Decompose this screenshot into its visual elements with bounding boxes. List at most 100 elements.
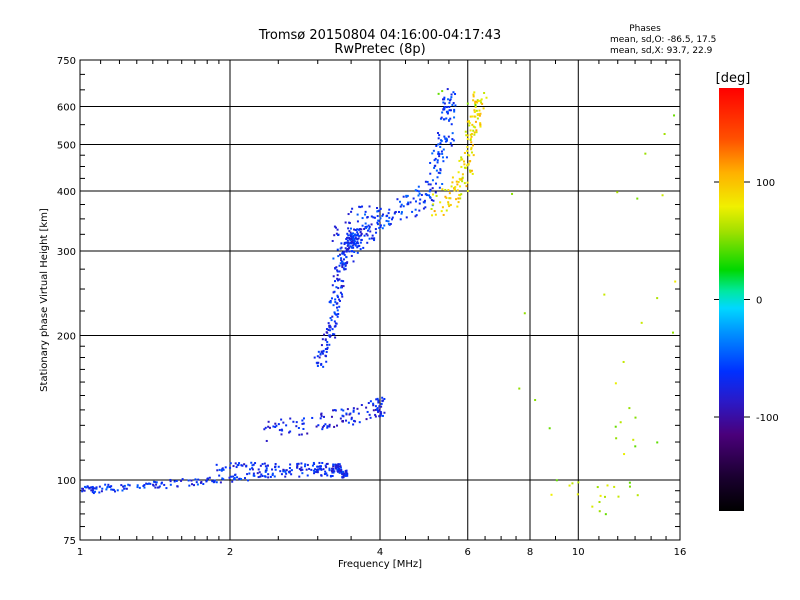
echo-point xyxy=(316,465,319,468)
echo-point xyxy=(457,201,460,204)
echo-point xyxy=(352,260,355,263)
echo-point xyxy=(333,425,336,428)
echo-point xyxy=(363,234,366,237)
echo-point xyxy=(437,171,440,174)
echo-point xyxy=(336,466,339,469)
echo-point xyxy=(471,172,474,175)
echo-point xyxy=(369,416,372,419)
echo-point xyxy=(81,490,84,493)
echo-point xyxy=(154,481,157,484)
echo-point xyxy=(337,255,340,258)
echo-point xyxy=(346,232,349,235)
echo-point xyxy=(338,298,341,301)
echo-point xyxy=(434,164,437,167)
echo-point xyxy=(439,201,442,204)
x-axis-label: Frequency [MHz] xyxy=(338,559,422,570)
echo-point xyxy=(555,479,558,482)
echo-point xyxy=(440,150,443,153)
echo-point xyxy=(187,479,190,482)
echo-point xyxy=(356,407,359,410)
echo-point xyxy=(468,120,471,123)
echo-point xyxy=(349,227,352,230)
echo-point xyxy=(106,486,109,489)
echo-point xyxy=(430,207,433,210)
echo-point xyxy=(356,238,359,241)
echo-point xyxy=(320,362,323,365)
echo-point xyxy=(381,396,384,399)
echo-point xyxy=(321,338,324,341)
echo-point xyxy=(100,490,103,493)
echo-point xyxy=(267,476,270,479)
echo-point xyxy=(243,463,246,466)
echo-point xyxy=(116,489,119,492)
echo-point xyxy=(317,465,320,468)
echo-point xyxy=(470,148,473,151)
y-tick-label: 75 xyxy=(63,536,76,547)
echo-point xyxy=(107,483,110,486)
echo-point xyxy=(336,309,339,312)
echo-point xyxy=(173,480,176,483)
echo-point xyxy=(435,169,438,172)
echo-point xyxy=(338,299,341,302)
echo-point xyxy=(152,483,155,486)
echo-point xyxy=(321,461,324,464)
echo-point xyxy=(325,360,328,363)
echo-point xyxy=(663,133,666,136)
echo-point xyxy=(379,411,382,414)
echo-point xyxy=(389,222,392,225)
echo-point xyxy=(342,267,345,270)
echo-point xyxy=(340,471,343,474)
echo-point xyxy=(325,331,328,334)
x-tick-label: 10 xyxy=(572,547,585,558)
echo-point xyxy=(354,237,357,240)
echo-point xyxy=(365,227,368,230)
echo-point xyxy=(301,472,304,475)
echo-point xyxy=(456,205,459,208)
echo-point xyxy=(313,472,316,475)
echo-point xyxy=(466,102,469,105)
echo-point xyxy=(477,100,480,103)
echo-point xyxy=(418,202,421,205)
echo-point xyxy=(438,186,441,189)
echo-point xyxy=(320,474,323,477)
echo-point xyxy=(241,464,244,467)
echo-point xyxy=(304,463,307,466)
echo-point xyxy=(473,131,476,134)
echo-point xyxy=(364,222,367,225)
echo-point xyxy=(341,476,344,479)
y-tick-label: 100 xyxy=(57,476,76,487)
echo-point xyxy=(466,120,469,123)
echo-point xyxy=(349,245,352,248)
echo-point xyxy=(315,471,318,474)
echo-point xyxy=(202,483,205,486)
y-tick-label: 600 xyxy=(57,103,76,114)
echo-point xyxy=(452,102,455,105)
echo-point xyxy=(91,489,94,492)
echo-point xyxy=(437,151,440,154)
echo-point xyxy=(336,424,339,427)
echo-point xyxy=(288,471,291,474)
echo-point xyxy=(110,488,113,491)
echo-point xyxy=(213,479,216,482)
echo-point xyxy=(480,98,483,101)
echo-point xyxy=(341,420,344,423)
echo-point xyxy=(405,194,408,197)
echo-point xyxy=(468,160,471,163)
echo-point xyxy=(376,210,379,213)
echo-point xyxy=(636,494,639,497)
echo-point xyxy=(338,463,341,466)
echo-point xyxy=(208,476,211,479)
echo-point xyxy=(470,141,473,144)
echo-point xyxy=(332,465,335,468)
echo-point xyxy=(441,156,444,159)
echo-point xyxy=(350,245,353,248)
echo-point xyxy=(350,250,353,253)
echo-point xyxy=(251,464,254,467)
echo-point xyxy=(456,183,459,186)
echo-point xyxy=(442,160,445,163)
echo-point xyxy=(271,474,274,477)
echo-point xyxy=(334,226,337,229)
echo-point xyxy=(205,480,208,483)
echo-point xyxy=(361,217,364,220)
echo-point xyxy=(451,176,454,179)
